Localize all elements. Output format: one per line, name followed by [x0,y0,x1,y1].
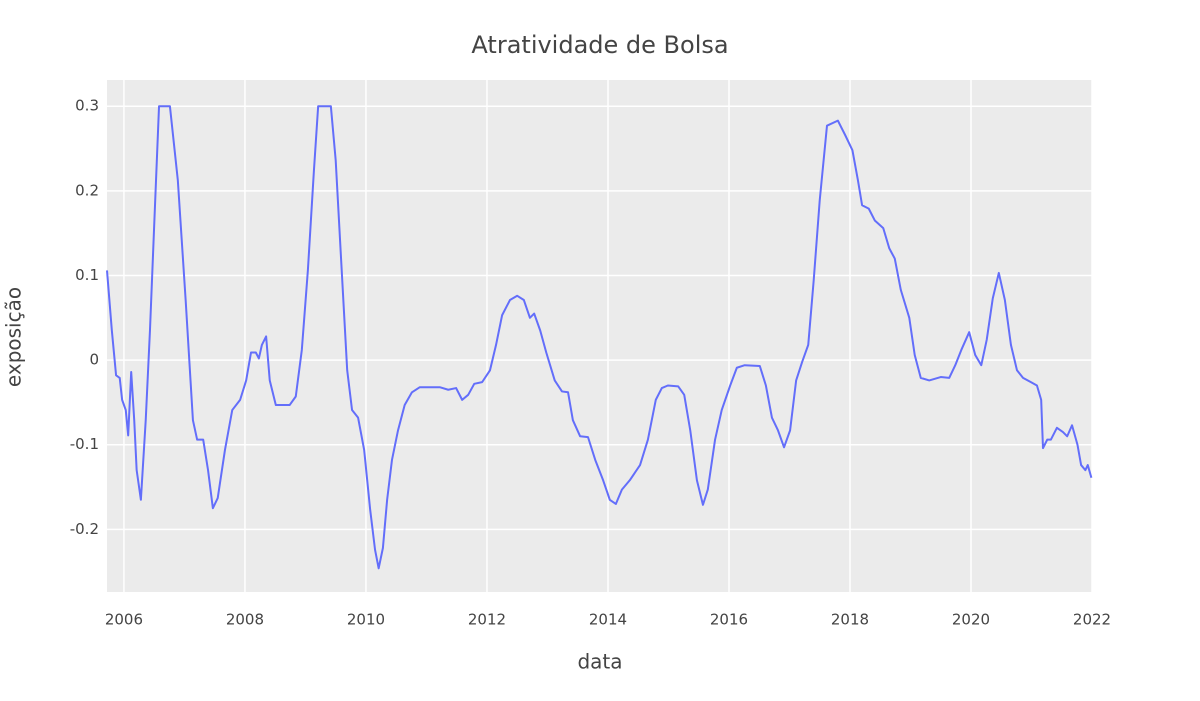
x-tick-label: 2012 [468,611,506,629]
x-tick-label: 2020 [952,611,990,629]
x-tick-label: 2018 [831,611,869,629]
x-tick-label: 2022 [1073,611,1111,629]
y-tick-label: 0.3 [75,97,99,115]
x-tick-label: 2006 [105,611,143,629]
x-axis-label: data [577,650,622,674]
x-tick-label: 2008 [226,611,264,629]
x-tick-label: 2016 [710,611,748,629]
y-tick-label: 0.1 [75,266,99,284]
x-tick-label: 2014 [589,611,627,629]
y-axis-label: exposição [2,287,26,387]
y-tick-label: 0.2 [75,181,99,199]
y-tick-label: 0 [89,351,99,369]
y-tick-label: -0.1 [70,435,99,453]
chart-title: Atratividade de Bolsa [471,31,728,59]
y-tick-label: -0.2 [70,520,99,538]
plot-area [107,80,1092,592]
data-line [106,105,1093,570]
x-tick-label: 2010 [347,611,385,629]
